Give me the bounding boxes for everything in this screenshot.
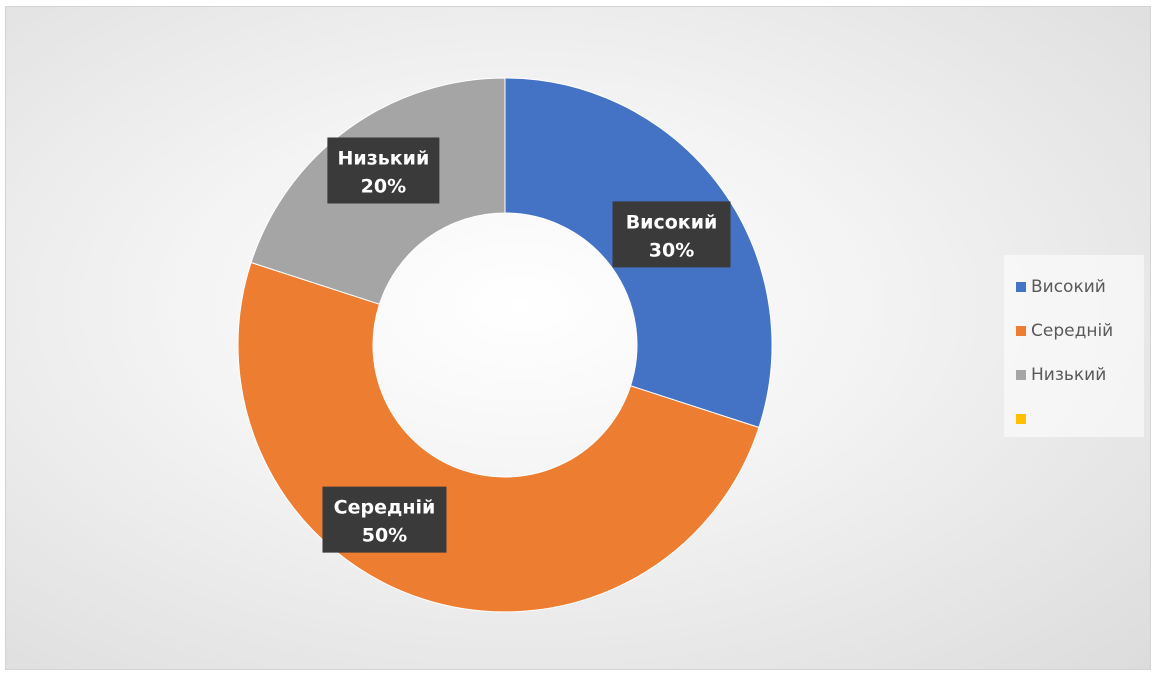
data-label-medium-box [322,486,447,553]
legend-item-medium: Середній [1004,309,1144,353]
data-label-high-percent: 30% [649,239,694,261]
legend-swatch-high [1016,282,1026,292]
legend-item-high: Високий [1004,265,1144,309]
data-label-medium: Середній 50% [322,486,447,553]
legend-swatch-low [1016,370,1026,380]
data-label-low-category: Низький [337,147,429,169]
data-label-medium-percent: 50% [362,525,407,547]
legend-item-empty [1004,397,1144,441]
donut-chart: Високий 30% Середній 50% Низький 20% [237,77,773,613]
legend: Високий Середній Низький [1004,255,1144,437]
data-label-high-category: Високий [626,211,718,233]
data-label-high-box [612,201,731,268]
legend-swatch-empty [1016,414,1026,424]
legend-item-low: Низький [1004,353,1144,397]
legend-label-medium: Середній [1031,321,1114,341]
data-label-high: Високий 30% [612,201,731,268]
data-label-medium-category: Середній [334,497,436,519]
data-label-low-box [327,137,440,204]
legend-label-low: Низький [1031,365,1107,385]
chart-area: Високий 30% Середній 50% Низький 20% Високий … [5,6,1151,670]
data-label-low: Низький 20% [327,137,440,204]
legend-label-high: Високий [1031,277,1106,297]
legend-swatch-medium [1016,326,1026,336]
data-label-low-percent: 20% [361,175,406,197]
